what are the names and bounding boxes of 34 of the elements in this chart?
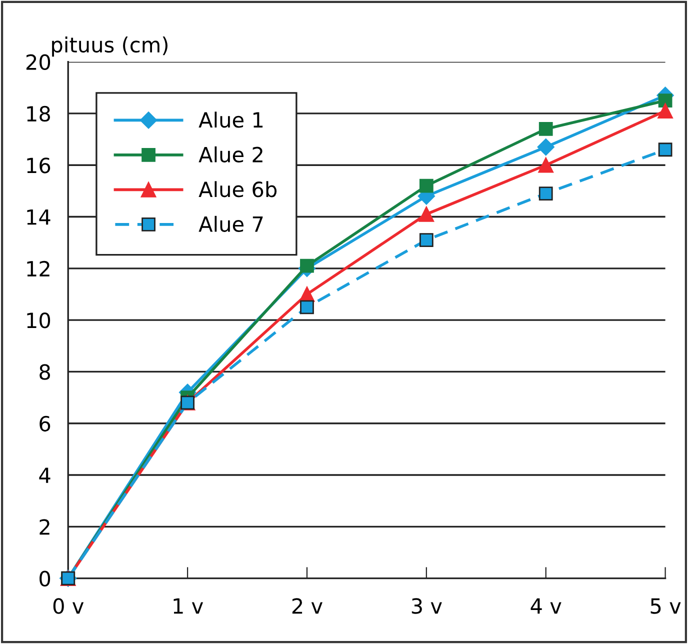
point	[419, 233, 434, 247]
y-tick-label: 8	[40, 364, 50, 380]
legend-label: Alue 6b	[198, 181, 277, 198]
legend-label: Alue 7	[198, 216, 263, 232]
point	[300, 258, 314, 273]
y-tick-label: 18	[27, 106, 50, 122]
x-tick-label: 1 v	[174, 598, 204, 614]
y-tick-label: 14	[27, 209, 50, 225]
point	[300, 300, 314, 314]
y-tick-label: 0	[40, 570, 50, 587]
legend-label: Alue 1	[198, 112, 263, 128]
point	[658, 103, 673, 119]
y-tick-label: 16	[27, 158, 50, 174]
point	[538, 157, 554, 173]
legend-label: Alue 2	[198, 146, 262, 163]
y-tick-label: 20	[26, 54, 50, 70]
x-tick-label: 2 v	[292, 598, 322, 614]
point	[538, 122, 553, 136]
point	[538, 186, 553, 200]
point	[419, 178, 434, 193]
y-tick-label: 6	[40, 416, 50, 432]
point	[418, 206, 434, 222]
y-tick-label: 4	[39, 468, 50, 483]
y-tick-label: 12	[27, 260, 50, 276]
y-tick-label: 10	[27, 312, 50, 328]
point	[658, 94, 672, 108]
point	[537, 138, 554, 156]
x-tick-label: 0 v	[53, 598, 84, 614]
x-tick-label: 3 v	[412, 598, 442, 614]
x-tick-label: 4 v	[530, 598, 562, 614]
y-axis-title: pituus (cm)	[52, 36, 168, 57]
y-tick-label: 2	[40, 519, 50, 535]
point	[658, 142, 672, 157]
x-tick-label: 5 v	[650, 598, 681, 614]
